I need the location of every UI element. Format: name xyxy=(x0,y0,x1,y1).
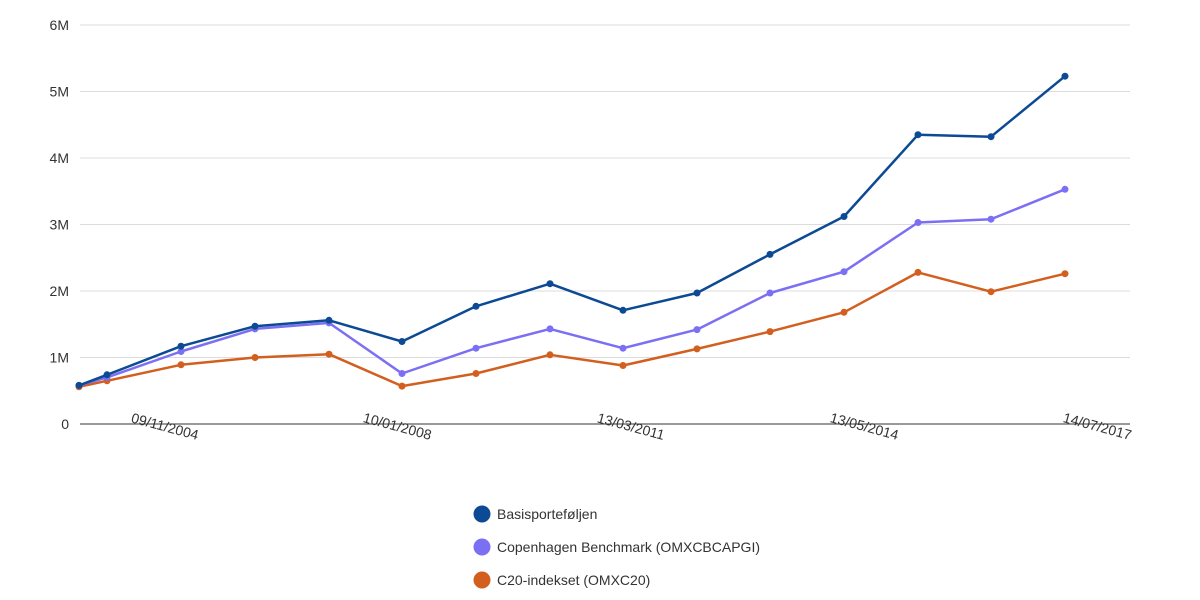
y-tick-label: 5M xyxy=(50,84,69,100)
data-point[interactable] xyxy=(693,289,701,297)
y-tick-label: 3M xyxy=(50,217,69,233)
y-axis-tick-labels: 0 1M 2M 3M 4M 5M 6M xyxy=(50,17,70,432)
x-axis-tick-labels: 09/11/2004 10/01/2008 13/03/2011 13/05/2014… xyxy=(130,409,1134,443)
data-point[interactable] xyxy=(546,325,554,333)
series-line xyxy=(77,188,1067,387)
y-tick-label: 6M xyxy=(50,17,69,33)
legend-marker xyxy=(473,538,491,556)
data-point[interactable] xyxy=(840,268,848,276)
data-point[interactable] xyxy=(1061,72,1069,80)
data-point[interactable] xyxy=(840,308,848,316)
y-tick-label: 4M xyxy=(50,150,69,166)
data-point[interactable] xyxy=(177,348,185,355)
data-point[interactable] xyxy=(75,381,83,389)
legend-item[interactable]: Basisporteføljen xyxy=(473,505,598,523)
data-point[interactable] xyxy=(619,306,627,314)
legend-label: C20-indekset (OMXC20) xyxy=(497,572,650,588)
data-point[interactable] xyxy=(103,371,111,379)
x-tick-label: 13/05/2014 xyxy=(829,409,901,443)
data-point[interactable] xyxy=(914,131,922,139)
data-point[interactable] xyxy=(398,370,406,377)
data-point[interactable] xyxy=(251,354,259,361)
data-point[interactable] xyxy=(398,338,406,345)
data-point[interactable] xyxy=(1061,185,1069,193)
data-point[interactable] xyxy=(546,351,554,359)
series-line xyxy=(77,74,1067,387)
data-point[interactable] xyxy=(619,362,627,369)
data-point[interactable] xyxy=(693,345,701,353)
data-point[interactable] xyxy=(472,344,480,352)
data-point[interactable] xyxy=(177,361,185,369)
legend-marker xyxy=(473,505,491,523)
legend: Basisporteføljen Copenhagen Benchmark (OM… xyxy=(473,505,761,589)
data-point[interactable] xyxy=(914,268,922,276)
data-point[interactable] xyxy=(766,328,774,336)
data-point[interactable] xyxy=(251,322,259,330)
data-point[interactable] xyxy=(914,219,922,226)
y-tick-label: 1M xyxy=(50,350,69,366)
data-point[interactable] xyxy=(987,215,995,223)
x-tick-label: 14/07/2017 xyxy=(1062,409,1134,443)
x-tick-label: 09/11/2004 xyxy=(130,410,201,443)
x-tick-label: 10/01/2008 xyxy=(362,409,434,443)
data-point[interactable] xyxy=(325,316,333,324)
data-point[interactable] xyxy=(472,370,480,377)
data-point[interactable] xyxy=(325,350,333,358)
data-point[interactable] xyxy=(619,344,627,352)
legend-label: Copenhagen Benchmark (OMXCBCAPGI) xyxy=(497,539,760,555)
data-point[interactable] xyxy=(546,280,554,288)
series-line xyxy=(77,271,1067,389)
data-point[interactable] xyxy=(840,213,848,220)
legend-item[interactable]: C20-indekset (OMXC20) xyxy=(473,571,651,589)
data-point[interactable] xyxy=(987,133,995,141)
x-tick-label: 13/03/2011 xyxy=(596,410,667,443)
data-point[interactable] xyxy=(766,289,774,297)
series xyxy=(75,72,1069,389)
data-point[interactable] xyxy=(987,288,995,296)
data-point[interactable] xyxy=(177,342,185,350)
data-point[interactable] xyxy=(398,382,406,390)
data-point[interactable] xyxy=(1061,270,1069,278)
legend-item[interactable]: Copenhagen Benchmark (OMXCBCAPGI) xyxy=(473,538,761,556)
legend-marker xyxy=(473,571,491,589)
y-tick-label: 2M xyxy=(50,283,69,299)
data-point[interactable] xyxy=(472,302,480,310)
gridlines xyxy=(80,24,1130,358)
series xyxy=(75,268,1069,391)
legend-label: Basisporteføljen xyxy=(497,506,597,522)
data-point[interactable] xyxy=(693,326,701,334)
series-group xyxy=(75,72,1069,391)
y-tick-label: 0 xyxy=(61,416,69,432)
data-point[interactable] xyxy=(766,250,774,258)
